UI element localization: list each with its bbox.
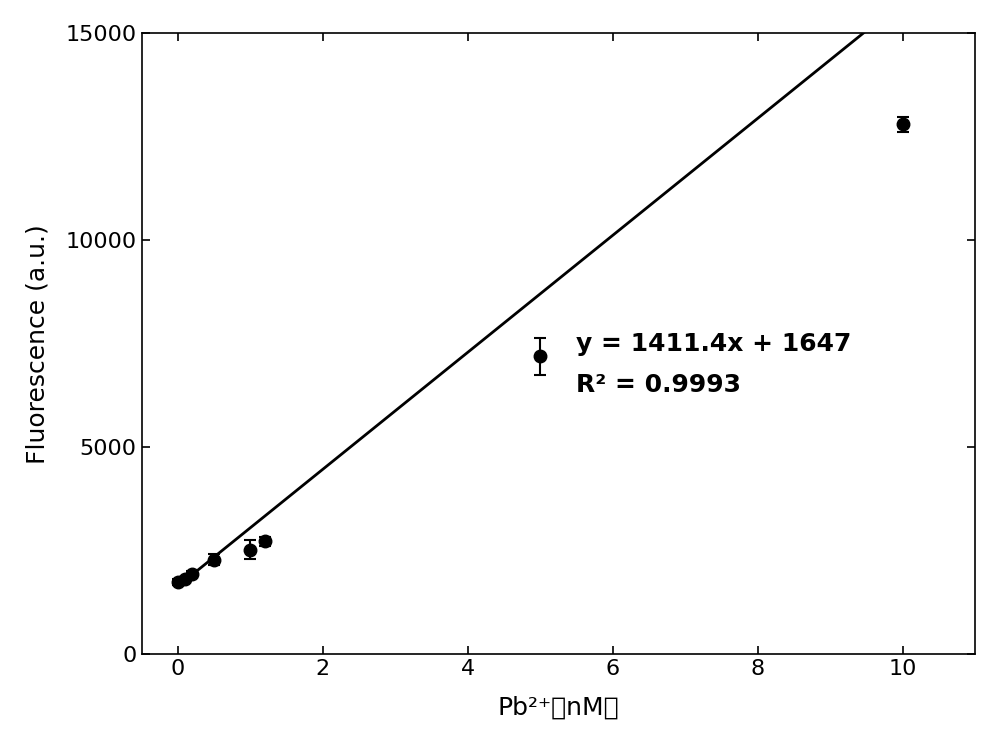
Text: R² = 0.9993: R² = 0.9993: [576, 373, 741, 397]
Y-axis label: Fluorescence (a.u.): Fluorescence (a.u.): [25, 224, 49, 463]
X-axis label: Pb²⁺（nM）: Pb²⁺（nM）: [498, 696, 619, 720]
Text: y = 1411.4x + 1647: y = 1411.4x + 1647: [576, 332, 852, 355]
